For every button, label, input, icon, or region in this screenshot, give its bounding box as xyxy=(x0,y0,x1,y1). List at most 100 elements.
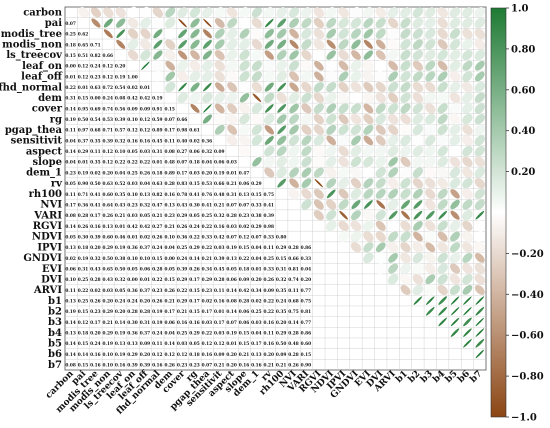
correlation-ellipse xyxy=(474,274,486,285)
correlation-value-label: 0.17 xyxy=(164,129,174,134)
correlation-ellipse xyxy=(313,135,325,146)
correlation-ellipse xyxy=(412,81,424,93)
correlation-value-label: 0.11 xyxy=(65,129,75,134)
correlation-ellipse xyxy=(276,114,287,124)
correlation-ellipse xyxy=(326,199,337,210)
correlation-ellipse xyxy=(326,178,337,189)
correlation-value-label: 0.01 xyxy=(127,235,137,240)
correlation-ellipse xyxy=(375,263,387,275)
correlation-ellipse xyxy=(239,145,251,157)
correlation-value-label: 0.10 xyxy=(65,278,75,283)
correlation-value-label: 0.26 xyxy=(103,214,113,219)
correlation-ellipse xyxy=(462,39,473,50)
correlation-value-label: 0.29 xyxy=(276,332,286,337)
correlation-ellipse xyxy=(412,124,424,136)
correlation-ellipse xyxy=(338,188,349,199)
correlation-ellipse xyxy=(313,92,324,103)
correlation-ellipse xyxy=(288,7,300,18)
correlation-value-label: 0.17 xyxy=(189,300,199,305)
correlation-value-label: 0.97 xyxy=(78,129,88,134)
correlation-ellipse xyxy=(363,124,374,135)
correlation-ellipse xyxy=(350,124,362,135)
correlation-ellipse xyxy=(178,18,187,28)
correlation-ellipse xyxy=(239,93,250,103)
correlation-value-label: 0.78 xyxy=(177,193,187,198)
correlation-ellipse xyxy=(387,103,399,114)
correlation-ellipse xyxy=(462,274,473,285)
correlation-value-label: 0.22 xyxy=(78,289,88,294)
correlation-value-label: 0.48 xyxy=(164,161,174,166)
correlation-value-label: 0.56 xyxy=(115,107,125,112)
correlation-ellipse xyxy=(462,188,473,200)
correlation-value-label: 0.12 xyxy=(103,161,113,166)
correlation-ellipse xyxy=(437,17,448,29)
correlation-ellipse xyxy=(400,92,411,103)
correlation-ellipse xyxy=(474,60,485,71)
correlation-ellipse xyxy=(400,113,411,125)
row-label: leaf_on xyxy=(22,61,63,72)
correlation-ellipse xyxy=(424,92,436,104)
row-label: pai xyxy=(45,18,62,29)
correlation-ellipse xyxy=(350,178,362,189)
correlation-value-label: 0.63 xyxy=(103,182,113,187)
correlation-ellipse xyxy=(362,220,374,232)
correlation-value-label: 0.11 xyxy=(65,289,75,294)
correlation-ellipse xyxy=(412,188,423,199)
correlation-ellipse xyxy=(239,124,251,136)
correlation-ellipse xyxy=(363,156,374,168)
row-label: fhd_normal xyxy=(0,82,62,93)
correlation-value-label: 0.14 xyxy=(65,321,75,326)
correlation-value-label: 0.31 xyxy=(65,97,75,102)
correlation-ellipse xyxy=(474,284,485,295)
correlation-value-label: 0.29 xyxy=(177,214,187,219)
correlation-ellipse xyxy=(412,71,423,82)
correlation-ellipse xyxy=(301,199,312,210)
correlation-ellipse xyxy=(449,167,461,178)
correlation-ellipse xyxy=(437,145,448,157)
correlation-ellipse xyxy=(412,39,423,50)
colorbar-tick-label: −0.60 xyxy=(511,331,544,342)
correlation-ellipse xyxy=(141,61,150,70)
correlation-value-label: 0.12 xyxy=(177,353,187,358)
correlation-ellipse xyxy=(140,49,151,61)
correlation-ellipse xyxy=(276,50,287,60)
correlation-ellipse xyxy=(289,82,299,92)
correlation-value-label: 0.13 xyxy=(127,342,137,347)
correlation-ellipse xyxy=(239,103,250,114)
correlation-ellipse xyxy=(401,210,410,220)
correlation-value-label: 0.07 xyxy=(239,203,249,208)
correlation-ellipse xyxy=(202,39,212,49)
correlation-value-label: 0.43 xyxy=(177,203,187,208)
correlation-value-label: 0.38 xyxy=(115,257,125,262)
correlation-value-label: 0.29 xyxy=(103,310,113,315)
correlation-value-label: 0.35 xyxy=(276,289,286,294)
correlation-ellipse xyxy=(375,81,386,93)
correlation-value-label: 0.32 xyxy=(90,257,100,262)
correlation-value-label: 0.16 xyxy=(214,225,224,230)
correlation-value-label: 0.37 xyxy=(140,332,150,337)
correlation-value-label: 0.21 xyxy=(264,364,274,369)
correlation-ellipse xyxy=(202,71,213,82)
correlation-value-label: 0.57 xyxy=(115,129,125,134)
correlation-ellipse xyxy=(438,306,447,316)
correlation-value-label: 0.00 xyxy=(65,65,75,70)
correlation-ellipse xyxy=(313,82,324,93)
correlation-value-label: 0.06 xyxy=(239,310,249,315)
correlation-ellipse xyxy=(276,156,287,168)
correlation-ellipse xyxy=(425,103,436,114)
correlation-ellipse xyxy=(351,210,361,221)
correlation-value-label: 0.21 xyxy=(177,310,187,315)
colorbar-tick-label: 0.60 xyxy=(511,85,535,96)
row-label: b6 xyxy=(48,349,62,360)
correlation-ellipse xyxy=(227,18,238,29)
correlation-value-label: 0.18 xyxy=(239,267,249,272)
correlation-ellipse xyxy=(425,39,436,50)
correlation-value-label: 0.14 xyxy=(288,321,298,326)
correlation-value-label: 0.02 xyxy=(90,171,100,176)
correlation-ellipse xyxy=(449,81,461,93)
correlation-value-label: 0.98 xyxy=(264,225,274,230)
correlation-ellipse xyxy=(313,145,325,157)
correlation-ellipse xyxy=(363,82,374,93)
correlation-ellipse xyxy=(264,92,275,103)
correlation-value-label: 0.34 xyxy=(202,267,212,272)
